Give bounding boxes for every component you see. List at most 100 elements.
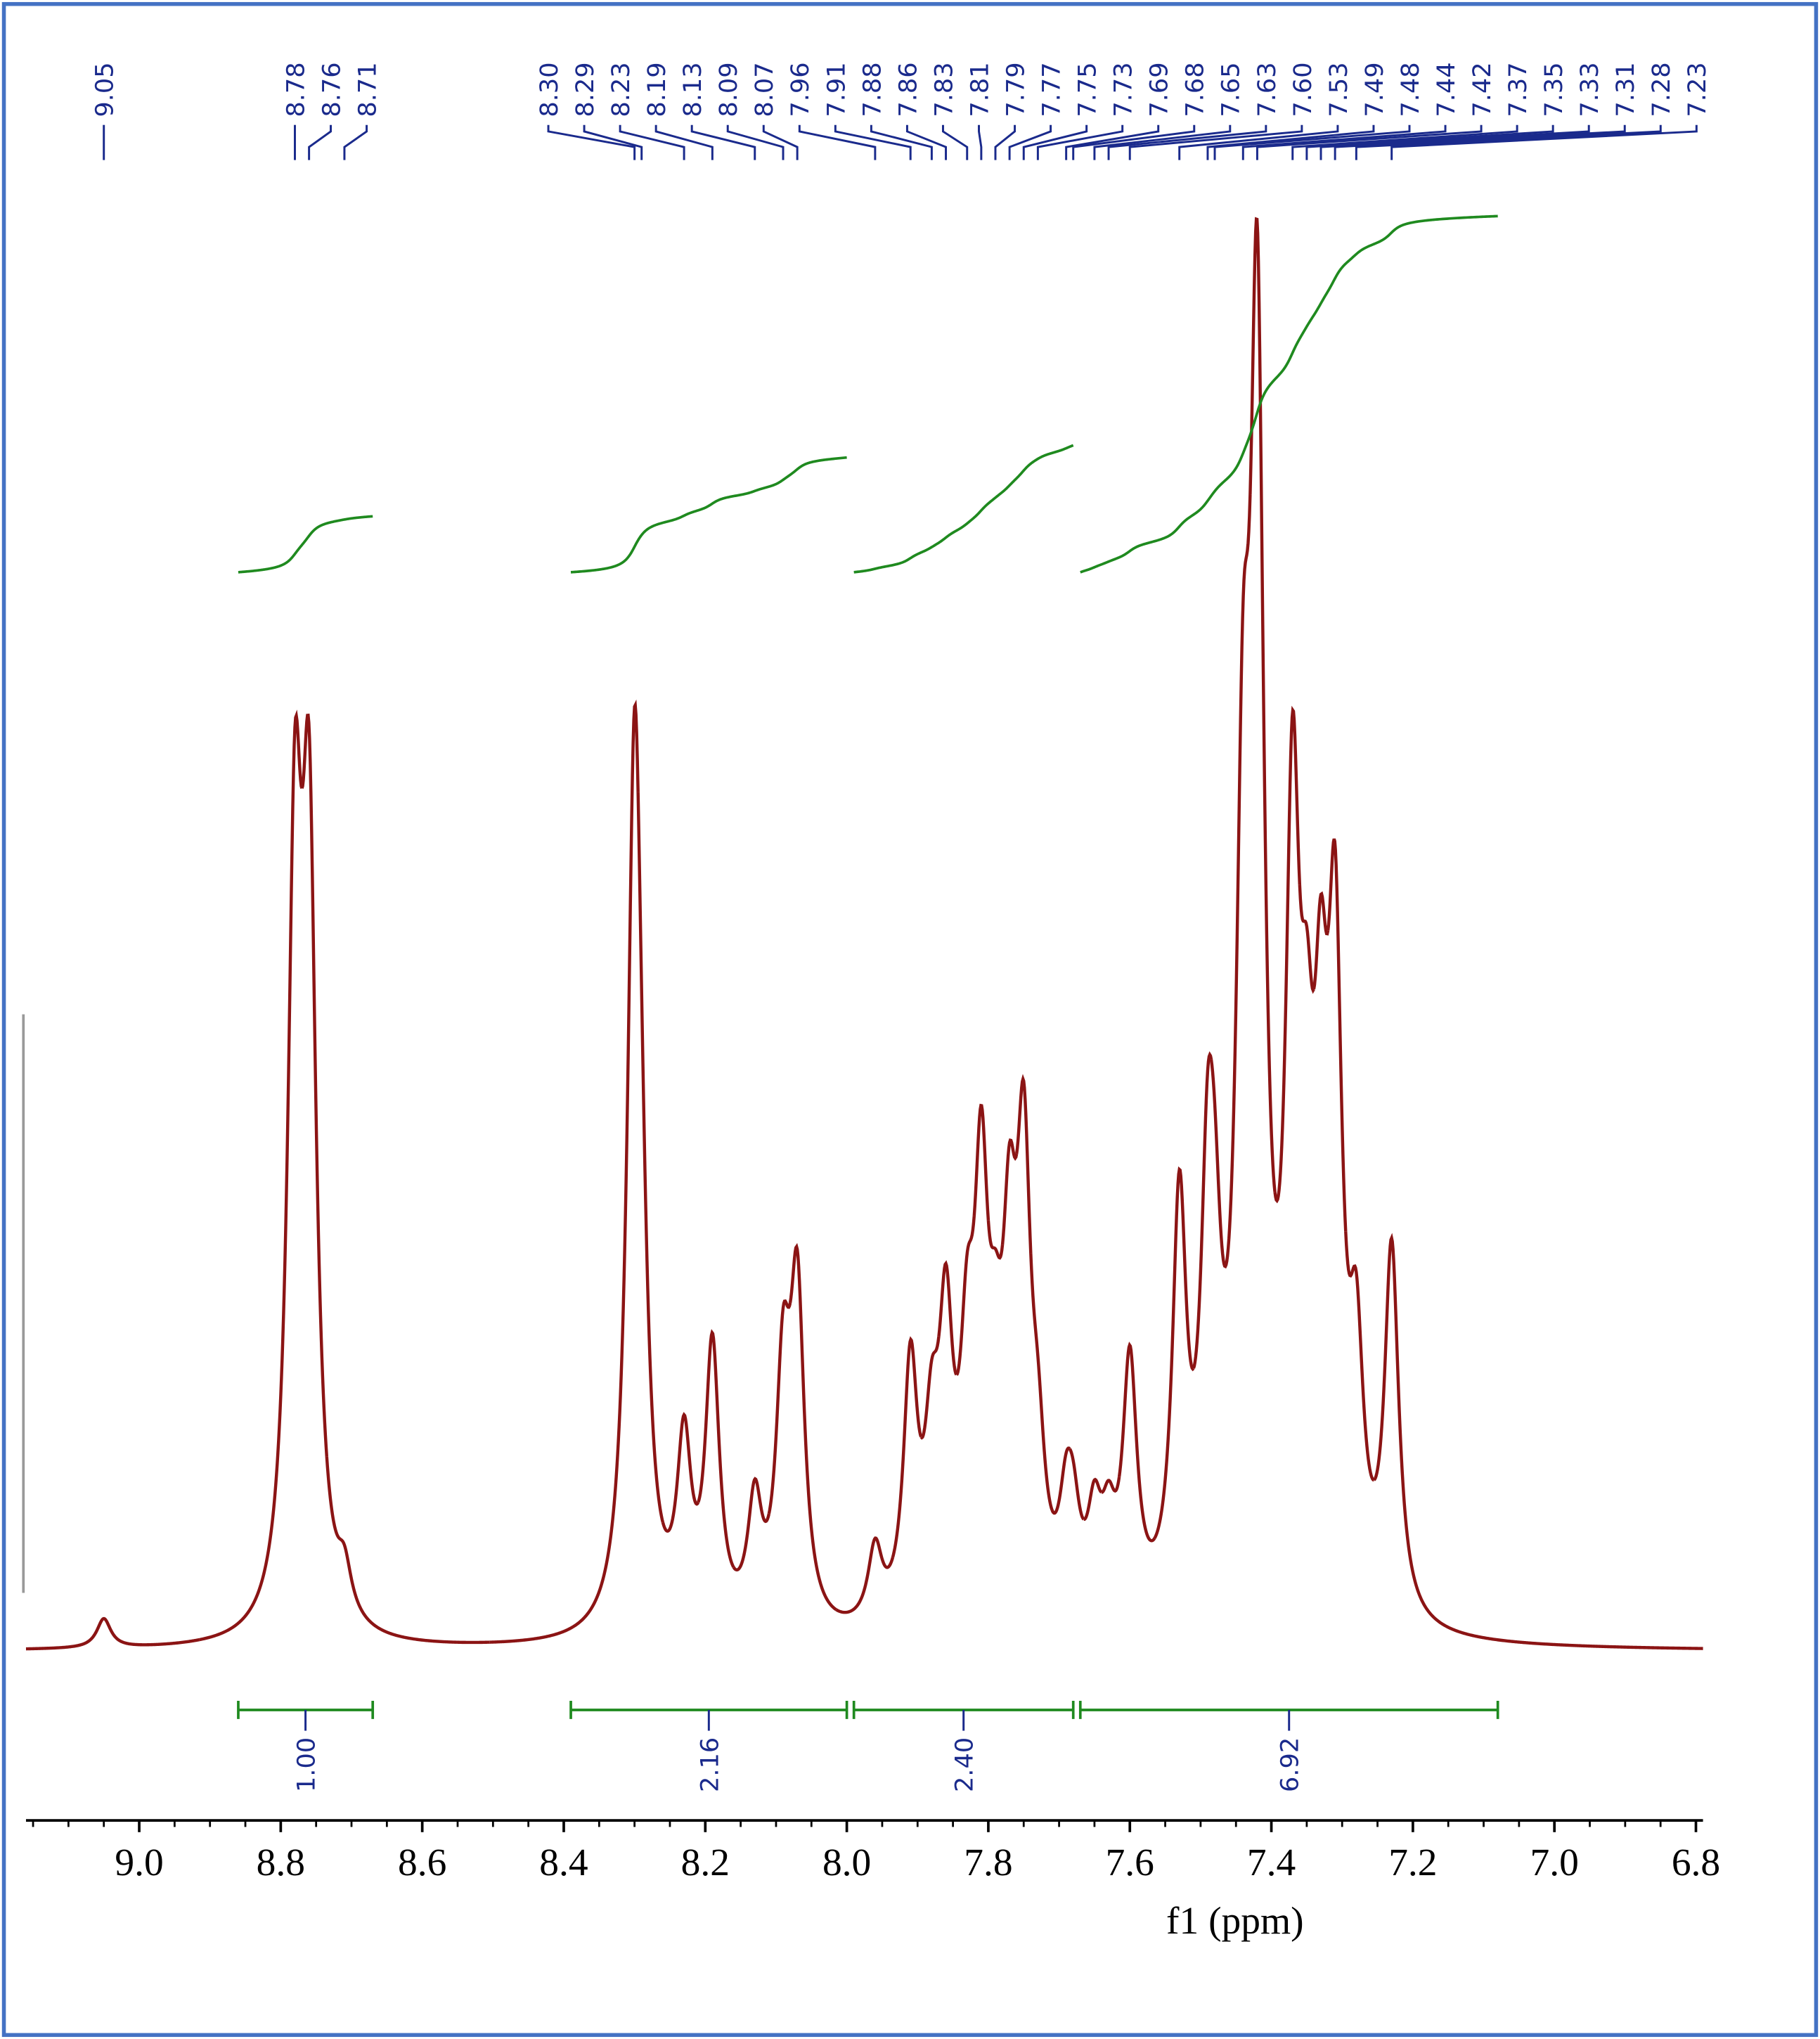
peak-label: 7.96 (786, 62, 815, 117)
peak-leader (1036, 124, 1124, 160)
spectrum-peak (891, 1336, 923, 1558)
spectrum-peak (1014, 1074, 1033, 1254)
integral-curve (238, 515, 373, 574)
peak-leader (1093, 124, 1232, 160)
peak-label: 7.88 (858, 62, 886, 117)
peak-leader (1008, 124, 1052, 160)
peak-leader (1256, 124, 1483, 160)
peak-label: 7.31 (1611, 62, 1640, 117)
peak-label: 7.65 (1217, 62, 1246, 117)
peak-leader (1241, 124, 1447, 160)
peak-label: 8.19 (643, 62, 671, 117)
spectrum-peak (1209, 1059, 1231, 1269)
peak-label: 7.28 (1647, 62, 1676, 117)
peak-leader (726, 124, 785, 160)
integral-label: 2.16 (695, 1737, 724, 1792)
x-tick-label: 8.0 (822, 1841, 871, 1884)
peak-leader (798, 124, 877, 160)
peak-label: 7.48 (1396, 62, 1425, 117)
spectrum-peak (767, 1299, 792, 1514)
peak-label: 7.60 (1289, 62, 1317, 117)
peak-leader (1305, 124, 1554, 160)
x-tick-label: 9.0 (115, 1841, 163, 1884)
peak-leader (547, 124, 636, 160)
peak-leader (1065, 124, 1160, 160)
peak-leader (1178, 124, 1339, 160)
peak-leader (343, 124, 368, 160)
peak-leader (1206, 124, 1375, 160)
x-tick-label: 7.8 (964, 1841, 1012, 1884)
spectrum-peak (1344, 1231, 1375, 1482)
spectrum-peak (1117, 1342, 1156, 1543)
integral-label: 1.00 (292, 1737, 321, 1792)
spectrum-peak (1326, 838, 1348, 1232)
peak-label: 7.35 (1540, 62, 1568, 117)
x-tick-label: 8.8 (257, 1841, 305, 1884)
spectrum-peak (1227, 494, 1252, 1240)
peak-leader (978, 124, 983, 160)
peak-leader (1213, 124, 1411, 160)
spectrum-peak (919, 1336, 941, 1440)
peak-leader (905, 124, 948, 160)
peak-label: 8.09 (714, 62, 743, 117)
spectrum-peak (937, 1260, 958, 1376)
peak-label: 7.75 (1073, 62, 1102, 117)
peak-leader (1107, 124, 1267, 160)
spectrum-peak (1029, 1253, 1054, 1511)
peak-label: 7.33 (1575, 62, 1604, 117)
x-tick-label: 7.2 (1388, 1841, 1437, 1884)
integral-curve (853, 444, 1074, 574)
peak-label: 7.37 (1504, 62, 1532, 117)
peak-label: 7.79 (1001, 62, 1030, 117)
spectrum-peak (1083, 1477, 1103, 1522)
spectrum-peak (1312, 891, 1330, 990)
spectrum-peak (636, 792, 665, 1523)
peak-label: 7.53 (1324, 62, 1353, 117)
peak-label: 7.81 (965, 62, 994, 117)
x-tick-label: 6.8 (1672, 1841, 1720, 1884)
peak-label: 7.44 (1432, 62, 1461, 117)
peak-leader (583, 124, 643, 160)
peak-leader (834, 124, 912, 160)
peak-leader (619, 124, 685, 160)
peak-label: 8.23 (607, 62, 635, 117)
peak-leader (690, 124, 756, 160)
peak-label: 7.77 (1038, 62, 1066, 117)
peak-label: 8.76 (317, 62, 346, 117)
spectrum-peak (1101, 1477, 1121, 1494)
peak-label: 7.69 (1145, 62, 1174, 117)
spectrum-peak (1192, 1051, 1213, 1369)
peak-label: 7.23 (1683, 62, 1712, 117)
peak-label: 9.05 (91, 62, 120, 117)
spectrum-peak (661, 1412, 700, 1533)
peak-label: 7.42 (1468, 62, 1497, 117)
x-tick-label: 7.4 (1247, 1841, 1296, 1884)
spectrum-peak (1373, 1233, 1703, 1650)
x-tick-label: 7.6 (1106, 1841, 1154, 1884)
peak-label: 7.49 (1360, 62, 1389, 117)
integral-curve (570, 456, 847, 574)
spectrum-peak (835, 1536, 895, 1614)
peak-leader (1291, 124, 1518, 160)
peak-leader (941, 124, 969, 160)
peak-leader (994, 124, 1017, 160)
spectrum-peak (1248, 217, 1277, 1192)
spectrum-peak (25, 1616, 200, 1651)
peak-label: 7.91 (822, 62, 851, 117)
x-axis-label: f1 (ppm) (1166, 1899, 1304, 1942)
x-tick-label: 8.2 (681, 1841, 730, 1884)
peak-label: 8.13 (678, 62, 707, 117)
peak-label: 8.30 (535, 62, 564, 117)
peak-leader (1355, 124, 1662, 160)
peak-leader (654, 124, 714, 160)
spectrum-peak (1050, 1446, 1071, 1515)
integral-label: 2.40 (950, 1737, 979, 1792)
peak-leader (1072, 124, 1196, 160)
peak-label: 7.63 (1253, 62, 1282, 117)
peak-label: 7.83 (929, 62, 958, 117)
peak-label: 7.73 (1109, 62, 1138, 117)
peak-label: 8.78 (281, 62, 310, 117)
x-tick-label: 8.4 (539, 1841, 588, 1884)
